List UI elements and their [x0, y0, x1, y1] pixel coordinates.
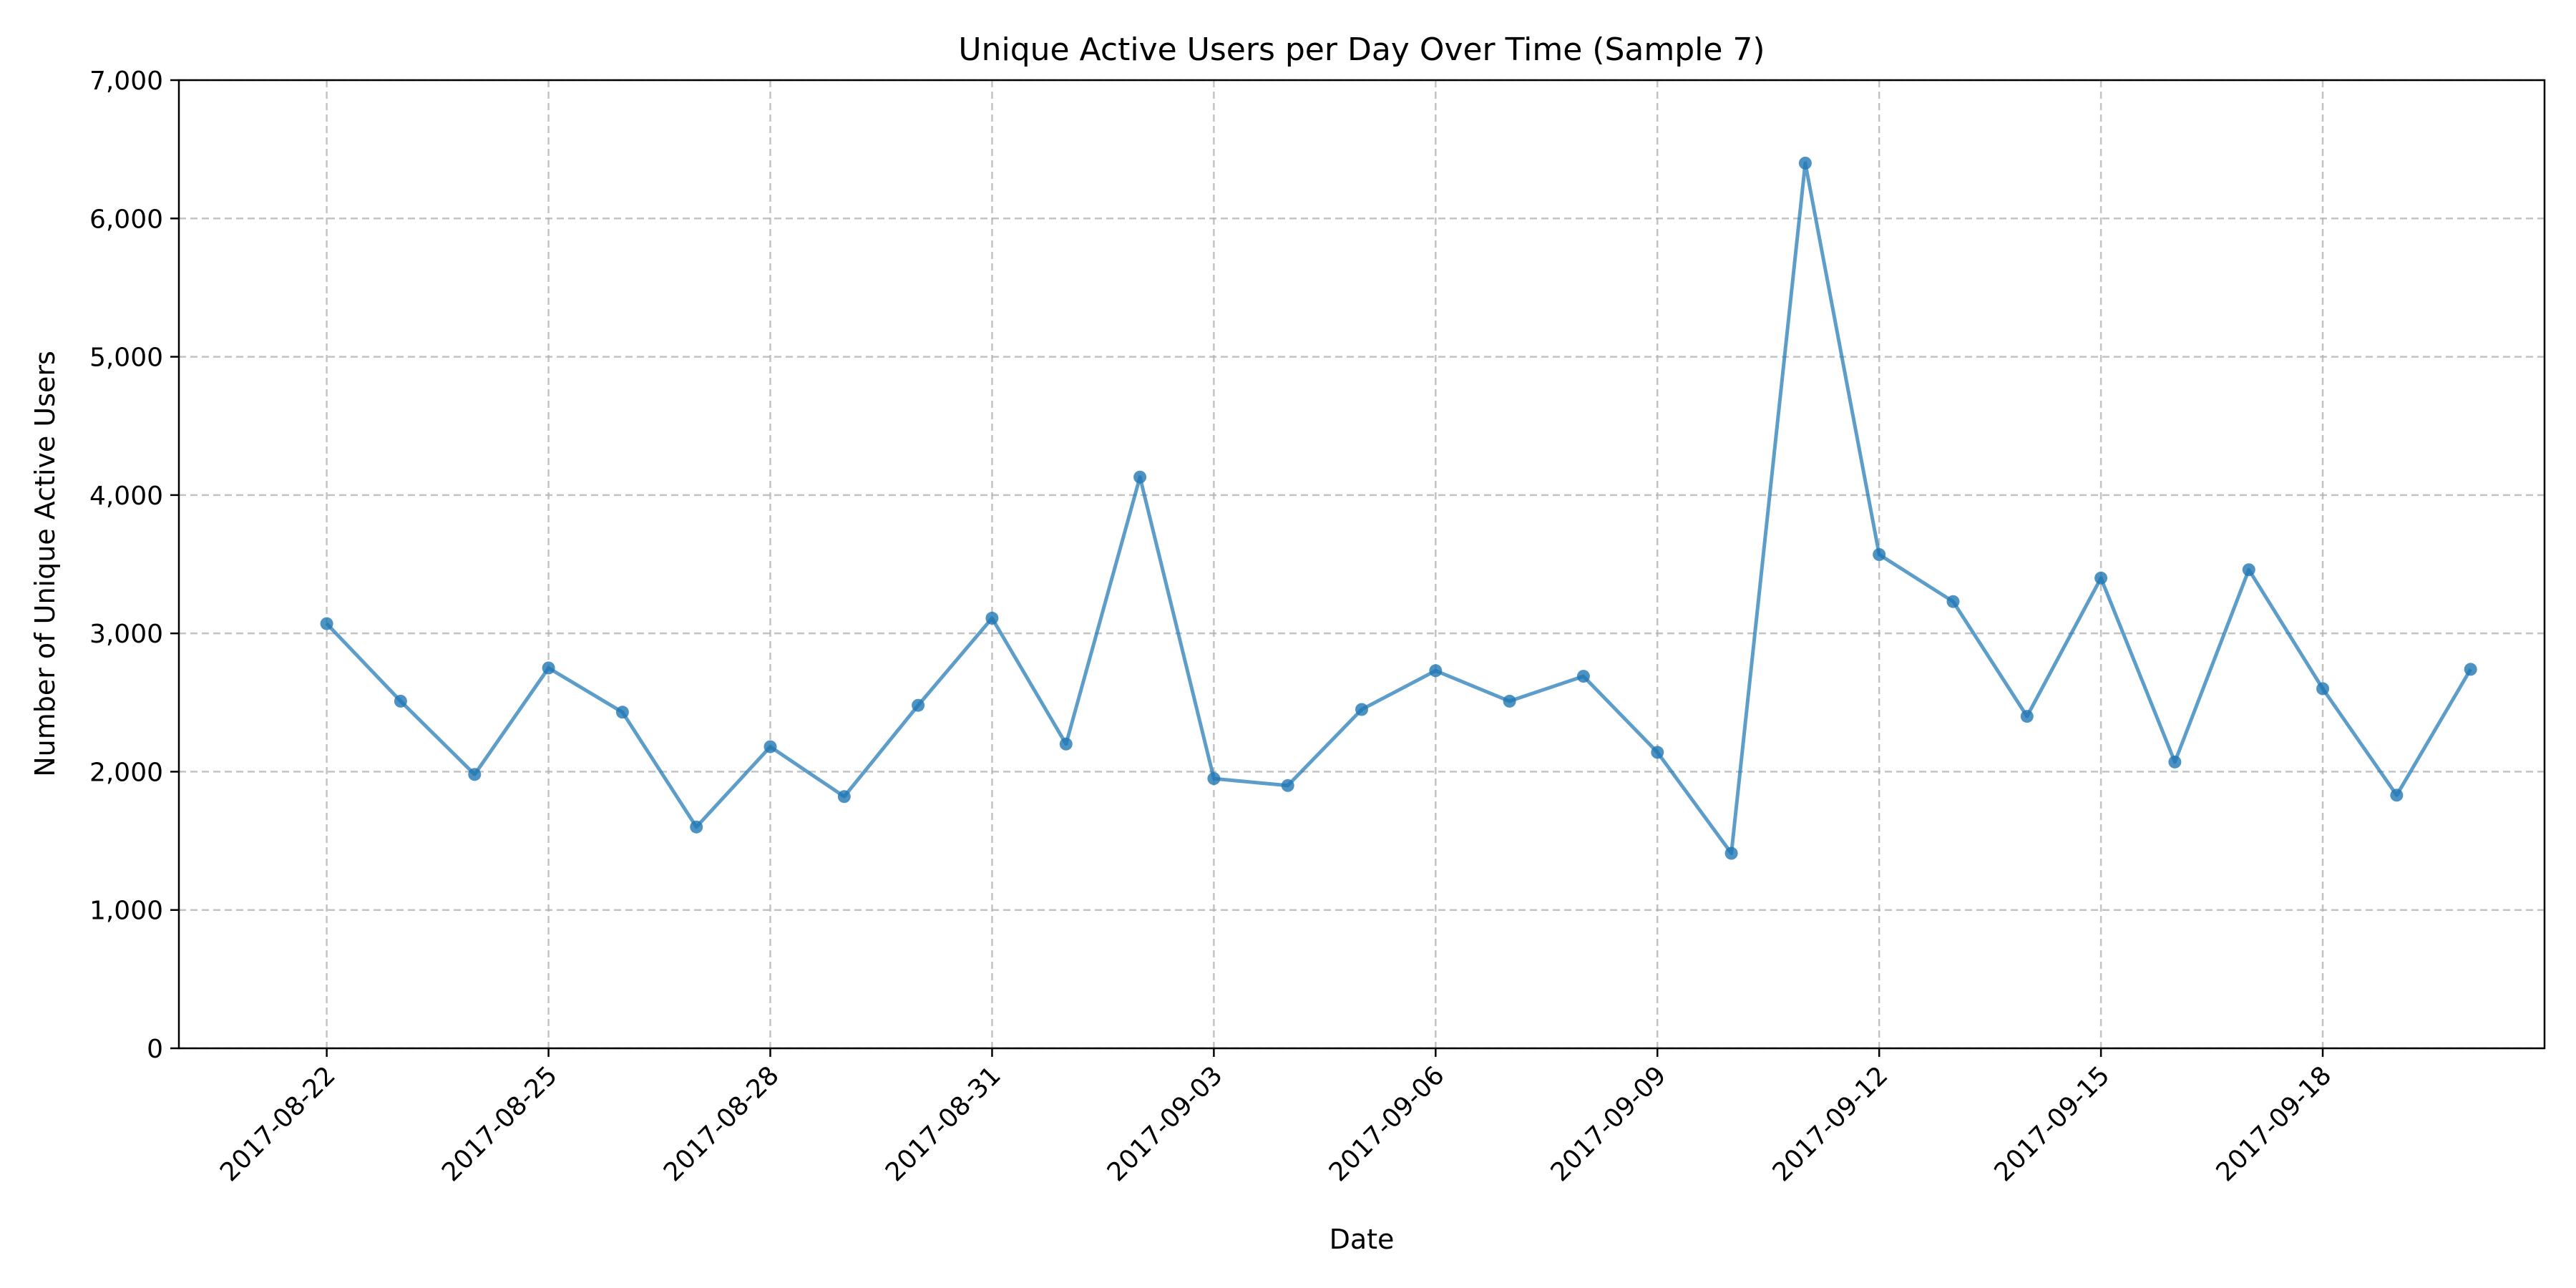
- series-layer: [320, 157, 2477, 860]
- x-tick-label: 2017-09-15: [1989, 1060, 2116, 1187]
- data-point: [1059, 737, 1073, 751]
- x-tick-label: 2017-08-31: [880, 1060, 1007, 1187]
- x-tick-label: 2017-09-18: [2210, 1060, 2337, 1187]
- data-point: [468, 768, 482, 781]
- data-point: [1873, 548, 1886, 561]
- data-point: [690, 820, 703, 834]
- data-point: [2316, 682, 2330, 696]
- data-point: [2020, 710, 2034, 723]
- plot-frame: [177, 79, 2546, 1050]
- data-point: [2168, 755, 2182, 769]
- data-point: [1946, 595, 1960, 608]
- data-point: [615, 706, 629, 719]
- data-point: [1355, 703, 1368, 716]
- data-point: [1133, 470, 1147, 484]
- x-tick-label: 2017-08-28: [658, 1060, 785, 1187]
- x-tick-label: 2017-09-12: [1767, 1060, 1894, 1187]
- data-point: [763, 740, 777, 753]
- y-axis-label: Number of Unique Active Users: [29, 351, 61, 777]
- data-point: [912, 698, 925, 712]
- y-tick-label: 5,000: [89, 343, 163, 373]
- data-point: [320, 617, 333, 630]
- y-tick-label: 0: [147, 1035, 163, 1064]
- data-point: [2094, 571, 2108, 585]
- data-point: [1503, 694, 1516, 708]
- y-tick-label: 6,000: [89, 205, 163, 234]
- x-tick-label: 2017-08-25: [436, 1060, 563, 1187]
- x-tick-label: 2017-09-09: [1546, 1060, 1672, 1187]
- x-tick-label: 2017-09-06: [1324, 1060, 1450, 1187]
- y-tick-label: 4,000: [89, 482, 163, 511]
- x-tick-label: 2017-08-22: [215, 1060, 341, 1187]
- data-point: [2464, 663, 2477, 676]
- grid-layer: [179, 79, 2545, 1050]
- data-point: [542, 661, 555, 675]
- y-tick-label: 7,000: [89, 67, 163, 96]
- data-point: [2390, 789, 2404, 802]
- chart-title: Unique Active Users per Day Over Time (S…: [958, 31, 1765, 68]
- data-point: [1281, 779, 1294, 792]
- data-point: [1651, 746, 1664, 759]
- y-tick-label: 2,000: [89, 758, 163, 787]
- data-point: [1429, 664, 1443, 678]
- y-tick-label: 1,000: [89, 897, 163, 926]
- data-point: [985, 611, 999, 625]
- y-tick-label: 3,000: [89, 620, 163, 649]
- data-point: [394, 694, 407, 708]
- data-point: [1798, 157, 1812, 170]
- data-point: [837, 790, 851, 804]
- data-point: [2242, 563, 2255, 577]
- data-point: [1724, 847, 1738, 860]
- data-point: [1207, 772, 1221, 786]
- x-axis-label: Date: [1330, 1224, 1395, 1255]
- series-line: [325, 161, 2472, 855]
- x-tick-label: 2017-09-03: [1102, 1060, 1229, 1187]
- data-point: [1576, 670, 1590, 683]
